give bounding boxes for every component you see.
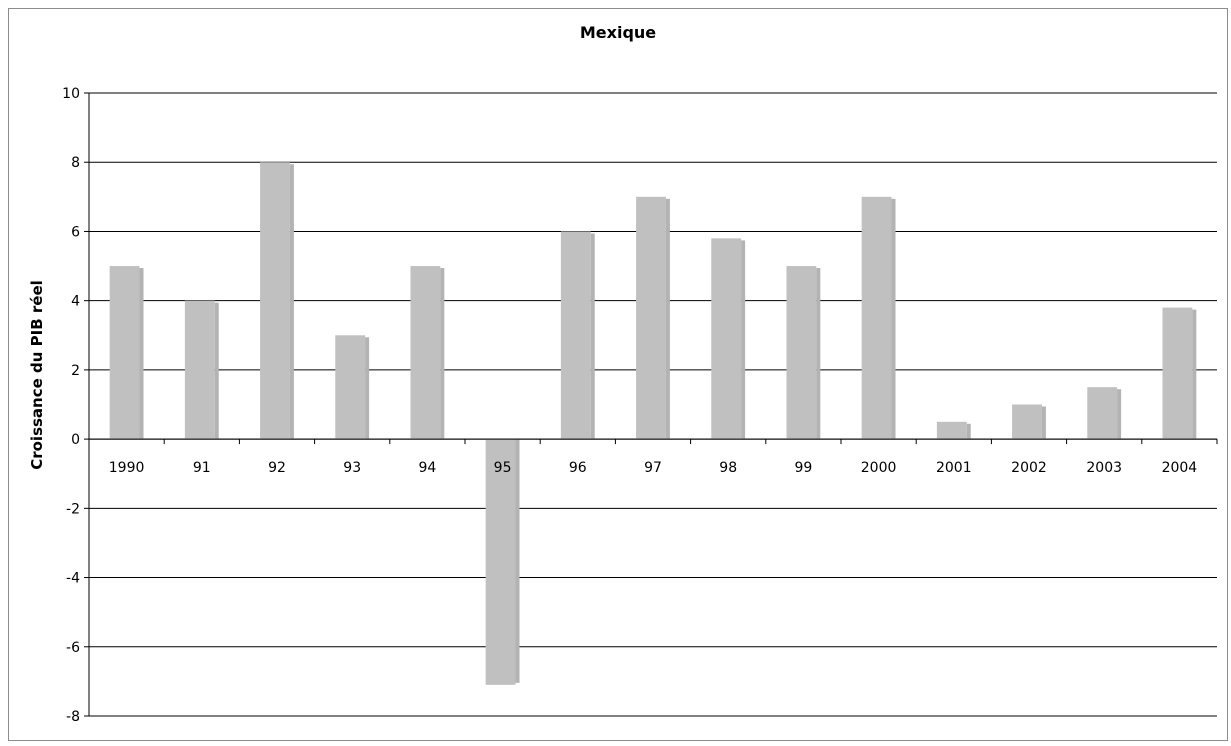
x-tick-label: 2004 bbox=[1162, 460, 1198, 476]
bar-shade bbox=[741, 240, 746, 440]
bar-face bbox=[260, 162, 290, 440]
bar-shade bbox=[1117, 389, 1122, 440]
bar bbox=[786, 266, 821, 440]
bar bbox=[560, 231, 595, 440]
y-tick-label: 2 bbox=[71, 363, 80, 379]
y-tick-labels: -8 -6 -4 -2 0 2 4 6 8 10 bbox=[62, 86, 80, 725]
bar-shade bbox=[665, 198, 670, 440]
y-tick-label: 0 bbox=[71, 432, 80, 448]
bar-face bbox=[1087, 387, 1118, 440]
bar bbox=[861, 196, 896, 440]
bar bbox=[485, 439, 520, 685]
axes bbox=[84, 92, 1218, 717]
bar-face bbox=[335, 335, 366, 440]
y-axis-label: Croissance du PIB réel bbox=[28, 280, 46, 470]
x-tick-label: 98 bbox=[719, 460, 737, 476]
x-tick-label: 99 bbox=[794, 460, 812, 476]
bar-shade bbox=[816, 268, 821, 440]
bar bbox=[184, 300, 219, 440]
y-tick-label: -6 bbox=[66, 640, 80, 656]
x-tick-label: 92 bbox=[268, 460, 286, 476]
bar-face bbox=[711, 238, 742, 440]
y-tick-label: -4 bbox=[66, 571, 80, 587]
bar-shade bbox=[891, 198, 896, 440]
y-tick-label: -2 bbox=[66, 501, 80, 517]
y-tick-label: 6 bbox=[71, 224, 80, 240]
x-tick-labels: 1990 91 92 93 94 95 96 97 98 99 2000 2001 2002 2003 20… bbox=[109, 460, 1198, 476]
bar bbox=[109, 266, 144, 440]
bar-shade bbox=[440, 268, 445, 440]
x-tick-label: 2001 bbox=[936, 460, 972, 476]
x-tick-label: 93 bbox=[343, 460, 361, 476]
x-tick-label: 96 bbox=[569, 460, 587, 476]
bars bbox=[109, 162, 1197, 685]
bar bbox=[1162, 307, 1197, 440]
bar bbox=[711, 238, 746, 440]
bar bbox=[1087, 387, 1122, 440]
chart-frame: Mexique Croissance du PIB réel -8 -6 -4 -2 0… bbox=[8, 8, 1228, 741]
bar-shade bbox=[515, 439, 520, 683]
bar-shade bbox=[590, 233, 595, 440]
bar-face bbox=[936, 421, 967, 440]
bar-chart: Mexique Croissance du PIB réel -8 -6 -4 -2 0… bbox=[28, 23, 1218, 725]
chart-title: Mexique bbox=[580, 23, 656, 42]
bar-shade bbox=[139, 268, 144, 440]
bar-face bbox=[1162, 307, 1193, 440]
bar-face bbox=[560, 231, 591, 440]
x-tick-label: 94 bbox=[418, 460, 436, 476]
bar-face bbox=[786, 266, 817, 440]
bar-shade bbox=[966, 423, 971, 440]
bar-face bbox=[109, 266, 140, 440]
x-tick-label: 2000 bbox=[861, 460, 897, 476]
x-tick-label: 91 bbox=[193, 460, 211, 476]
x-tick-label: 95 bbox=[494, 460, 512, 476]
bar bbox=[936, 421, 971, 440]
bar bbox=[335, 335, 370, 440]
bar bbox=[260, 162, 294, 440]
x-tick-label: 2003 bbox=[1086, 460, 1122, 476]
bar bbox=[636, 196, 670, 440]
bar-face bbox=[636, 196, 666, 440]
x-tick-label: 2002 bbox=[1011, 460, 1047, 476]
x-tick-label: 97 bbox=[644, 460, 662, 476]
bar-face bbox=[861, 196, 892, 440]
y-tick-label: 4 bbox=[71, 294, 80, 310]
bar-face bbox=[485, 439, 516, 685]
bar-face bbox=[184, 300, 215, 440]
y-tick-label: -8 bbox=[66, 709, 80, 725]
bar-shade bbox=[214, 302, 219, 440]
bar bbox=[410, 266, 445, 440]
bar-face bbox=[410, 266, 441, 440]
bar-shade bbox=[365, 337, 370, 440]
bar-shade bbox=[1192, 309, 1197, 440]
bar-face bbox=[1012, 404, 1042, 440]
x-tick-label: 1990 bbox=[109, 460, 145, 476]
bar-shade bbox=[289, 164, 294, 440]
y-tick-label: 8 bbox=[71, 155, 80, 171]
y-tick-label: 10 bbox=[62, 86, 80, 102]
bar-shade bbox=[1041, 406, 1046, 440]
bar bbox=[1012, 404, 1046, 440]
